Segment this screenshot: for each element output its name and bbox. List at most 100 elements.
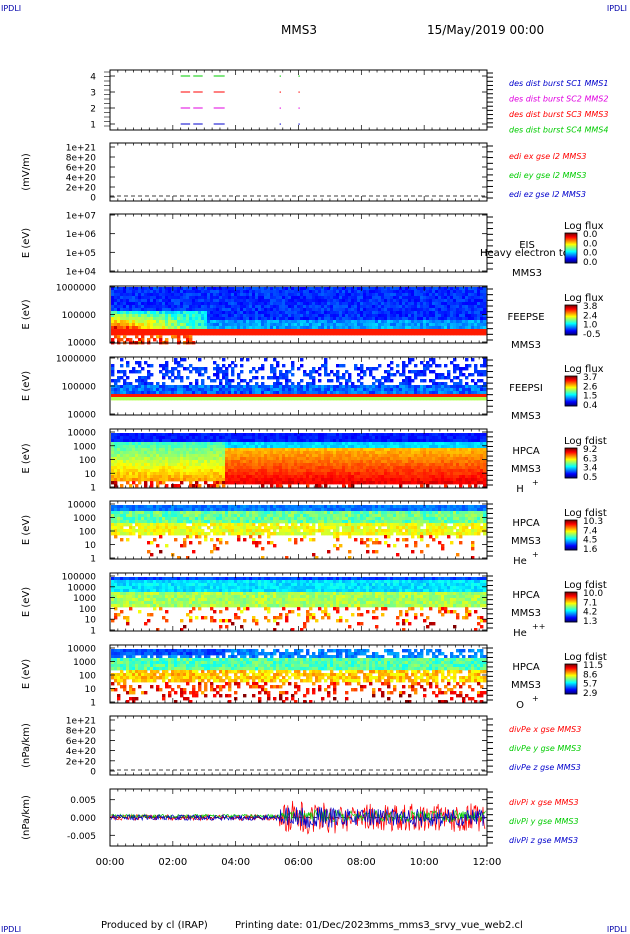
spectrogram-cell [204,433,208,437]
spectrogram-cell [141,463,145,467]
y-tick-label-burst: 2 [90,105,96,115]
spectrogram-cell [117,463,121,467]
spectrogram-cell [150,293,154,297]
spectrogram-cell [468,308,472,312]
spectrogram-cell [267,391,271,395]
spectrogram-cell [246,287,250,291]
spectrogram-cell [156,469,160,473]
spectrogram-cell [177,317,181,321]
spectrogram-cell [348,299,352,303]
spectrogram-cell [204,305,208,309]
spectrogram-cell [189,475,193,479]
spectrogram-cell [330,302,334,306]
spectrogram-cell [171,469,175,473]
spectrogram-cell [246,454,250,458]
spectrogram-cell [291,290,295,294]
spectrogram-cell [378,317,382,321]
spectrogram-cell [336,385,340,389]
spectrogram-cell [240,358,244,362]
spectrogram-cell [285,388,289,392]
spectrogram-cell [198,323,202,327]
spectrogram-cell [393,314,397,318]
spectrogram-cell [192,472,196,476]
spectrogram-cell [381,290,385,294]
spectrogram-cell [261,445,265,449]
spectrogram-cell [186,466,190,470]
spectrogram-cell [201,391,205,395]
spectrogram-cell [450,311,454,315]
spectrogram-cell [132,448,136,452]
spectrogram-cell [111,478,115,482]
spectrogram-cell [123,323,127,327]
spectrogram-cell [186,376,190,380]
spectrogram-cell [405,299,409,303]
spectrogram-cell [255,475,259,479]
spectrogram-cell [426,302,430,306]
spectrogram-cell [228,302,232,306]
spectrogram-cell [111,445,115,449]
colorbar-cell-feepse [565,320,577,322]
spectrogram-cell [171,451,175,455]
spectrogram-cell [348,287,352,291]
spectrogram-cell [273,388,277,392]
spectrogram-cell [390,314,394,318]
spectrogram-cell [111,308,115,312]
legend-burst-2: des dist burst SC2 MMS2 [509,95,608,104]
spectrogram-cell [393,320,397,324]
colorbar-cell-feepse [565,331,577,333]
spectrogram-cell [159,287,163,291]
spectrogram-cell [276,436,280,440]
spectrogram-cell [453,314,457,318]
spectrogram-cell [483,320,487,324]
spectrogram-cell [189,323,193,327]
spectrogram-cell [165,367,169,371]
spectrogram-cell [372,296,376,300]
spectrogram-cell [111,367,115,371]
spectrogram-cell [357,317,361,321]
spectrogram-cell [255,397,259,401]
spectrogram-cell [348,314,352,318]
spectrogram-cell [267,478,271,482]
spectrogram-cell [468,329,472,333]
spectrogram-cell [336,388,340,392]
spectrogram-cell [402,290,406,294]
spectrogram-cell [270,376,274,380]
spectrogram-cell [279,445,283,449]
spectrogram-cell [282,451,286,455]
spectrogram-cell [411,394,415,398]
spectrogram-cell [174,305,178,309]
spectrogram-cell [111,439,115,443]
spectrogram-cell [273,475,277,479]
spectrogram-cell [447,314,451,318]
spectrogram-cell [222,296,226,300]
spectrogram-cell [162,391,166,395]
spectrogram-cell [483,370,487,374]
spectrogram-cell [291,391,295,395]
spectrogram-cell [249,478,253,482]
spectrogram-cell [246,469,250,473]
spectrogram-cell [291,302,295,306]
spectrogram-cell [210,463,214,467]
spectrogram-cell [189,397,193,401]
spectrogram-cell [114,463,118,467]
spectrogram-cell [249,385,253,389]
spectrogram-cell [279,391,283,395]
spectrogram-cell [180,296,184,300]
spectrogram-cell [348,308,352,312]
spectrogram-cell [177,299,181,303]
spectrogram-cell [264,463,268,467]
spectrogram-cell [363,391,367,395]
spectrogram-cell [234,451,238,455]
spectrogram-cell [201,293,205,297]
spectrogram-cell [285,451,289,455]
spectrogram-cell [288,305,292,309]
spectrogram-cell [183,311,187,315]
spectrogram-cell [447,320,451,324]
spectrogram-cell [186,442,190,446]
spectrogram-cell [471,391,475,395]
spectrogram-cell [159,451,163,455]
spectrogram-cell [264,302,268,306]
spectrogram-cell [417,296,421,300]
spectrogram-cell [153,338,157,342]
spectrogram-cell [240,311,244,315]
